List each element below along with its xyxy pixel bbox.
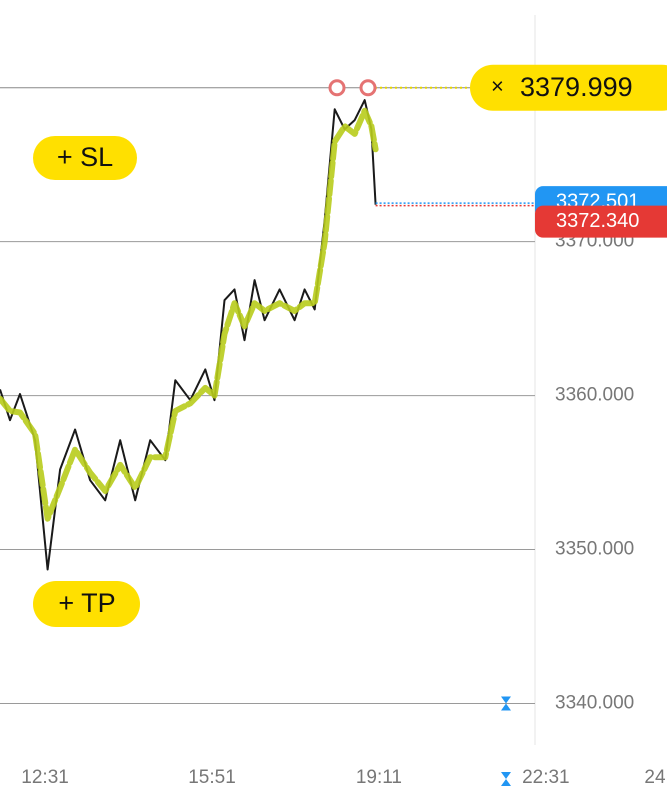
y-tick-label: 3350.000 (555, 539, 634, 560)
bid-label: 3372.340 (556, 210, 639, 232)
order-marker (359, 79, 377, 97)
order-pill[interactable] (470, 64, 667, 111)
order-cancel-icon: × (491, 74, 504, 99)
hourglass-icon (501, 696, 511, 711)
order-price: 3379.999 (520, 72, 633, 102)
x-tick-label: 12:31 (21, 767, 69, 788)
bid-tag (535, 205, 667, 238)
y-tick-label: 3340.000 (555, 692, 634, 713)
x-tick-label: 22:31 (522, 767, 570, 788)
x-tick-label: 15:51 (188, 767, 236, 788)
price-line (0, 107, 379, 522)
tp-button[interactable] (33, 581, 140, 627)
order-marker (328, 79, 346, 97)
hourglass-icon (501, 772, 511, 786)
x-tick-label: 24 (644, 767, 666, 788)
y-tick-label: 3360.000 (555, 385, 634, 406)
x-tick-label: 19:11 (356, 767, 402, 788)
sl-button[interactable] (33, 136, 137, 180)
sl-button-label: + SL (57, 142, 113, 172)
tp-button-label: + TP (58, 588, 115, 618)
